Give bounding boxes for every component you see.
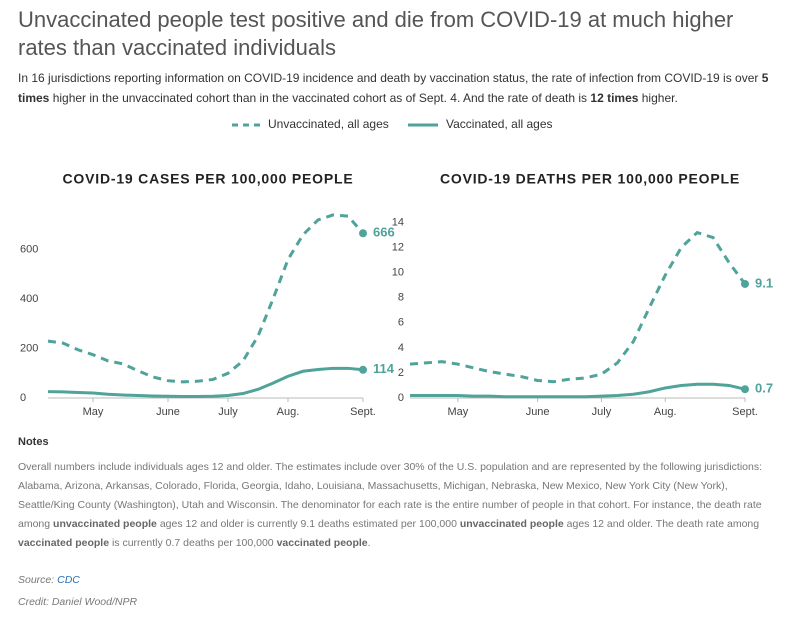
text-segment: higher in the unvaccinated cohort than i… <box>49 91 591 105</box>
x-tick-label: June <box>526 406 550 418</box>
text-segment: vaccinated people <box>276 537 368 549</box>
title: Unvaccinated people test positive and di… <box>18 7 734 60</box>
text-segment: unvaccinated people <box>53 518 157 530</box>
series-line <box>47 213 365 384</box>
end-label: 0.7 <box>755 381 773 396</box>
text-segment: 12 times <box>590 91 639 105</box>
x-tick-label: July <box>592 406 612 418</box>
text-segment: 5 times <box>18 71 769 105</box>
x-tick-label: July <box>218 406 238 418</box>
legend-label: Unvaccinated, all ages <box>268 117 389 131</box>
x-tick-label: May <box>447 406 468 418</box>
source: Source: CDC <box>18 574 80 586</box>
series-line <box>47 366 364 399</box>
y-tick-label: 0 <box>398 392 404 404</box>
end-label: 114 <box>373 361 395 376</box>
y-tick-label: 4 <box>398 342 404 354</box>
y-tick-label: 6 <box>398 317 404 329</box>
text-segment: ages 12 and older is currently 9.1 death… <box>156 518 460 530</box>
series-line <box>409 230 747 384</box>
x-tick-label: Aug. <box>654 406 677 418</box>
subtitle: In 16 jurisdictions reporting informatio… <box>18 68 788 108</box>
series-line <box>410 382 746 399</box>
credit: Credit: Daniel Wood/NPR <box>18 596 138 608</box>
end-dot <box>741 279 749 288</box>
text-segment: unvaccinated people <box>459 518 564 530</box>
y-tick-label: 2 <box>398 367 404 379</box>
text-segment: In 16 jurisdictions reporting informatio… <box>18 71 762 85</box>
x-tick-label: June <box>156 406 180 418</box>
text-segment: higher. <box>638 91 678 105</box>
text-segment: . <box>367 537 371 549</box>
notes-heading: Notes <box>18 436 49 448</box>
source-link[interactable]: CDC <box>57 574 80 586</box>
y-tick-label: 8 <box>398 292 404 304</box>
y-tick-label: 10 <box>392 267 404 279</box>
text-segment: Overall numbers include individuals ages… <box>18 461 762 530</box>
text-segment: is currently 0.7 deaths per 100,000 <box>109 537 277 549</box>
y-tick-label: 600 <box>20 243 38 255</box>
end-dot <box>359 229 367 238</box>
end-dot <box>359 365 367 374</box>
x-tick-label: May <box>83 406 104 418</box>
end-label: 666 <box>373 225 395 240</box>
y-tick-label: 200 <box>20 342 38 354</box>
source-label: Source: <box>18 574 55 586</box>
x-tick-label: Sept. <box>350 406 376 418</box>
y-tick-label: 400 <box>20 293 38 305</box>
x-tick-label: Aug. <box>277 406 300 418</box>
y-tick-label: 14 <box>392 216 404 228</box>
chart-title: COVID-19 DEATHS PER 100,000 PEOPLE <box>440 171 740 187</box>
y-tick-label: 0 <box>20 392 26 404</box>
text-segment: vaccinated people <box>18 537 110 549</box>
charts: Unvaccinated, all ages Vaccinated, all ag… <box>20 117 773 418</box>
x-tick-label: Sept. <box>732 406 758 418</box>
y-tick-label: 12 <box>392 242 404 254</box>
legend-label: Vaccinated, all ages <box>446 117 553 131</box>
text-segment: ages 12 and older. The death rate among <box>563 518 760 530</box>
chart-title: COVID-19 CASES PER 100,000 PEOPLE <box>63 171 354 187</box>
end-dot <box>741 385 749 394</box>
end-label: 9.1 <box>755 275 773 290</box>
notes: Overall numbers include individuals ages… <box>18 458 783 553</box>
